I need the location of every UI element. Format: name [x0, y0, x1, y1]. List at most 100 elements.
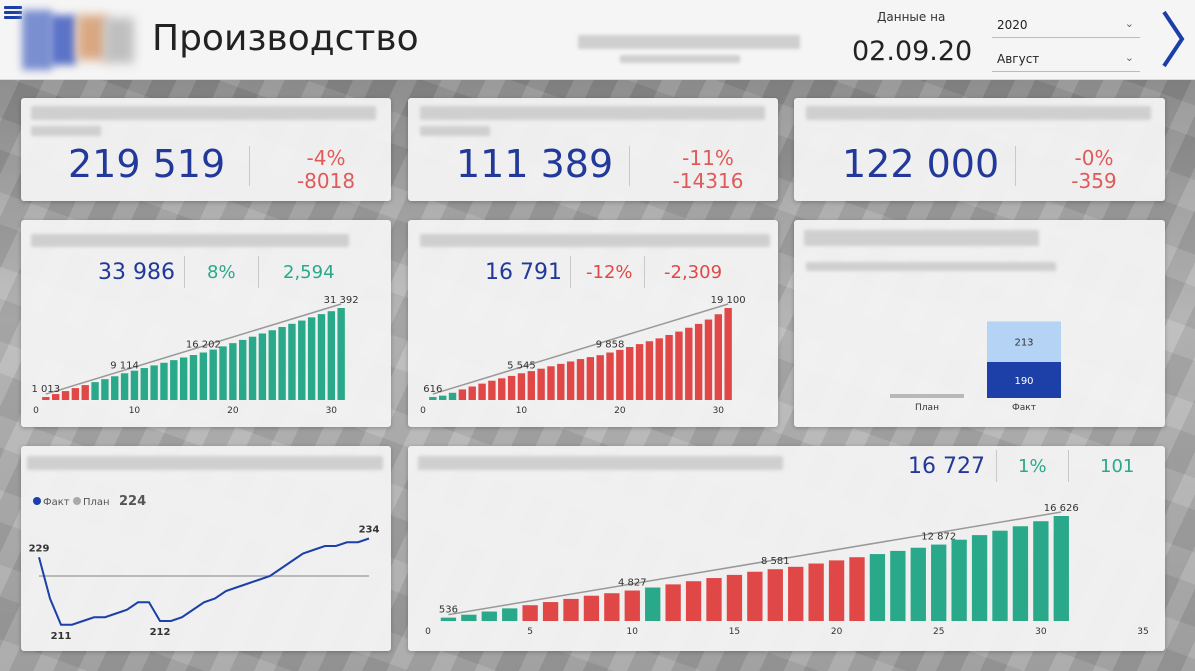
- chevron-right-icon[interactable]: [1158, 8, 1188, 70]
- line-chart-card: Факт План 224 229 211 212 234: [21, 446, 391, 651]
- data-label: 190: [1014, 376, 1033, 387]
- redacted-title: [420, 106, 765, 120]
- plan-line: [448, 511, 1062, 616]
- bar: [808, 563, 824, 621]
- redacted-title: [27, 456, 383, 470]
- kpi-delta: -14316: [672, 169, 744, 193]
- year-dropdown[interactable]: 2020 ⌄: [992, 12, 1140, 38]
- bar: [767, 569, 783, 621]
- bar: [248, 336, 257, 400]
- bar: [655, 338, 663, 400]
- bar: [616, 349, 624, 400]
- kpi-value: 122 000: [842, 142, 1000, 186]
- x-tick-label: 5: [527, 627, 533, 637]
- kpi-pct: -4%: [306, 146, 346, 170]
- bar: [199, 352, 208, 400]
- divider: [249, 146, 250, 186]
- bar: [522, 605, 538, 621]
- divider: [996, 450, 997, 482]
- menu-icon[interactable]: [4, 6, 22, 20]
- cumulative-card-3: 16 727 1% 101 536 4 827 8 581 12 872 16 626 0…: [408, 446, 1165, 651]
- bar: [626, 347, 634, 400]
- month-dropdown[interactable]: Август ⌄: [992, 46, 1140, 72]
- x-tick-label: 10: [129, 406, 141, 416]
- bar: [665, 584, 681, 621]
- bar: [111, 376, 119, 400]
- data-label: 31 392: [324, 295, 359, 306]
- redacted-title-2: [31, 126, 101, 136]
- bar: [635, 344, 644, 400]
- bar: [849, 557, 865, 621]
- legend-plan[interactable]: План: [73, 497, 110, 508]
- year-value: 2020: [997, 18, 1028, 32]
- divider: [1068, 450, 1069, 482]
- kpi-pct: 1%: [1018, 456, 1047, 477]
- category-label: План: [915, 403, 939, 413]
- data-label: 229: [29, 543, 50, 554]
- data-label: 12 872: [921, 532, 956, 543]
- company-logo: [22, 10, 136, 70]
- bar: [971, 535, 988, 621]
- data-label: 16 626: [1044, 503, 1079, 514]
- plan-value: 224: [119, 494, 147, 509]
- bar: [498, 378, 506, 400]
- x-tick-label: 25: [933, 627, 944, 637]
- divider: [629, 146, 630, 186]
- bar: [726, 574, 743, 621]
- legend-fact[interactable]: Факт: [33, 497, 70, 508]
- bar: [724, 308, 732, 400]
- bar: [910, 547, 926, 621]
- page-title: Производство: [152, 18, 419, 59]
- bar: [458, 389, 467, 400]
- redacted-title: [31, 106, 376, 120]
- daily-line-chart: 229 211 212 234: [29, 525, 380, 642]
- fact-line: [38, 537, 370, 626]
- data-label: 234: [359, 525, 380, 536]
- x-tick-label: 30: [713, 406, 725, 416]
- bar: [685, 327, 693, 400]
- cumulative-bar-chart-2: 616 5 545 9 858 19 100 0 10 20 30: [420, 295, 746, 416]
- bar: [120, 373, 129, 400]
- bar: [461, 614, 477, 621]
- data-label: 212: [150, 627, 171, 638]
- redacted-legend: [806, 262, 1056, 271]
- bar: [179, 357, 188, 400]
- cumulative-bar-chart-3: 536 4 827 8 581 12 872 16 626 0 5 10 15 20 25 30 35: [425, 503, 1149, 637]
- fact-bar-segment: [987, 321, 1061, 362]
- plan-bar: [890, 394, 964, 398]
- bar: [71, 388, 80, 400]
- kpi-value: 33 986: [98, 260, 175, 285]
- bar: [645, 341, 654, 400]
- kpi-value: 219 519: [68, 142, 226, 186]
- data-label: 616: [423, 384, 442, 395]
- month-value: Август: [997, 52, 1040, 66]
- kpi-value: 111 389: [456, 142, 614, 186]
- x-tick-label: 20: [614, 406, 626, 416]
- bar: [645, 587, 661, 621]
- bar: [160, 362, 168, 400]
- bar: [747, 571, 763, 621]
- bar: [337, 308, 345, 400]
- chevron-down-icon: ⌄: [1124, 17, 1134, 30]
- x-tick-label: 30: [1035, 627, 1047, 637]
- bar: [604, 593, 620, 621]
- divider: [570, 256, 571, 288]
- kpi-card-3: 122 000 -0% -359: [794, 98, 1165, 201]
- bar: [130, 370, 139, 400]
- kpi-value: 16 791: [485, 260, 562, 285]
- x-tick-label: 20: [227, 406, 239, 416]
- bar: [81, 385, 89, 400]
- bar: [91, 382, 99, 400]
- x-tick-label: 20: [831, 627, 843, 637]
- kpi-pct: -12%: [586, 262, 633, 283]
- data-label: 9 858: [596, 340, 625, 351]
- kpi-value: 16 727: [908, 454, 985, 479]
- bar: [576, 359, 585, 400]
- bar: [502, 608, 518, 621]
- bar: [170, 360, 178, 400]
- kpi-card-1: 219 519 -4% -8018: [21, 98, 391, 201]
- bar: [140, 368, 148, 400]
- bar: [317, 314, 326, 400]
- plan-line: [45, 303, 342, 395]
- bar: [429, 397, 437, 400]
